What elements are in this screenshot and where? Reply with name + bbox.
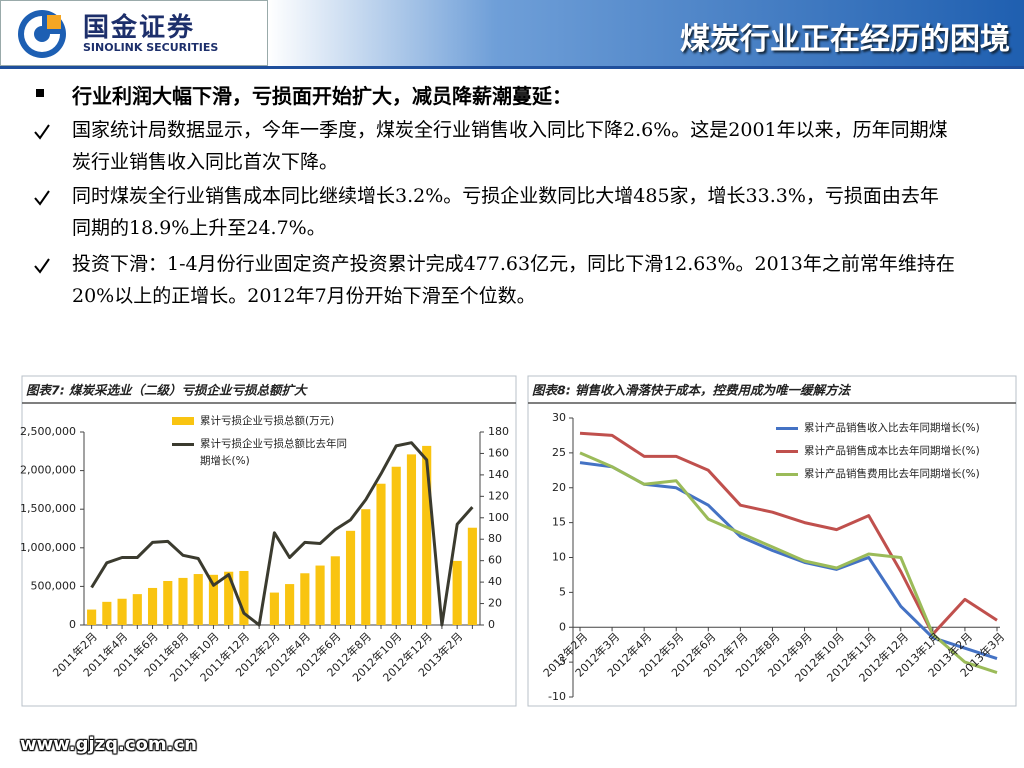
slide-title: 煤炭行业正在经历的困境 xyxy=(680,22,1010,57)
y2-tick-label: 100 xyxy=(488,511,509,524)
y2-tick-label: 60 xyxy=(488,554,502,567)
y2-tick-label: 80 xyxy=(488,532,502,545)
bar xyxy=(300,573,310,625)
y-tick-label: 10 xyxy=(552,551,566,564)
y-tick-label: 2,500,000 xyxy=(20,425,76,438)
y-tick-label: 25 xyxy=(552,446,566,459)
bullet-item: 同时煤炭全行业销售成本同比继续增长3.2%。亏损企业数同比大增485家，增长33… xyxy=(72,185,939,239)
line-series xyxy=(579,451,998,675)
y-tick-label: 2,000,000 xyxy=(20,464,76,477)
legend-label: 累计产品销售收入比去年同期增长(%) xyxy=(804,422,980,434)
y-tick-label: 1,000,000 xyxy=(20,541,76,554)
chart-title: 图表8: 销售收入滑落快于成本，控费用成为唯一缓解方法 xyxy=(532,383,852,398)
legend-entry: 累计亏损企业亏损总额(万元) xyxy=(172,413,347,430)
y-tick-label: 0 xyxy=(559,620,566,633)
legend-entry: 累计产品销售收入比去年同期增长(%) xyxy=(776,420,998,437)
bar xyxy=(224,571,234,625)
legend: 累计产品销售收入比去年同期增长(%) 累计产品销售成本比去年同期增长(%) 累计产品… xyxy=(776,420,998,483)
bar xyxy=(467,527,477,625)
y-tick-label: 0 xyxy=(69,618,76,631)
bar xyxy=(315,565,325,625)
legend-swatch xyxy=(172,417,194,425)
banner: 煤炭行业正在经历的困境 xyxy=(268,0,1024,66)
legend: 累计亏损企业亏损总额(万元) 累计亏损企业亏损总额比去年同期增长(%) xyxy=(172,413,347,470)
bar xyxy=(361,509,371,625)
y-tick-label: 20 xyxy=(552,481,566,494)
bar xyxy=(117,598,127,625)
legend: 累计产品销售收入比去年同期增长(%) 累计产品销售成本比去年同期增长(%) 累计产品… xyxy=(776,420,998,483)
y2-tick-label: 20 xyxy=(488,597,502,610)
bar xyxy=(178,577,188,625)
bar xyxy=(406,454,417,625)
y2-tick-label: 140 xyxy=(488,468,509,481)
bullet-item: 国家统计局数据显示，今年一季度，煤炭全行业销售收入同比下降2.6%。这是2001… xyxy=(72,119,948,173)
bar xyxy=(452,560,462,625)
y-tick-label: 1,500,000 xyxy=(20,502,76,515)
bar xyxy=(376,483,386,625)
legend-swatch xyxy=(776,427,798,430)
bar xyxy=(163,580,173,625)
footer-url: www.gjzq.com.cn xyxy=(20,734,197,755)
legend: 累计亏损企业亏损总额(万元) 累计亏损企业亏损总额比去年同期增长(%) xyxy=(172,413,347,470)
bar xyxy=(147,587,158,625)
y-tick-label: -5 xyxy=(555,655,566,668)
bar xyxy=(193,574,203,625)
header-rule xyxy=(0,66,1024,69)
bar xyxy=(330,556,340,625)
y2-tick-label: 180 xyxy=(488,425,509,438)
bar xyxy=(285,584,295,625)
y2-tick-label: 0 xyxy=(488,618,495,631)
bar xyxy=(132,594,142,625)
chart-frame xyxy=(527,375,1017,707)
y2-tick-label: 40 xyxy=(488,575,502,588)
legend-entry: 累计产品销售成本比去年同期增长(%) xyxy=(776,443,998,460)
bar xyxy=(345,530,356,625)
legend-entry: 累计产品销售费用比去年同期增长(%) xyxy=(776,466,998,483)
y2-tick-label: 120 xyxy=(488,489,509,502)
bullet-item: 投资下滑：1-4月份行业固定资产投资累计完成477.63亿元，同比下滑12.63… xyxy=(72,253,955,307)
check-icon xyxy=(34,190,50,206)
legend-swatch xyxy=(172,443,194,446)
y-tick-label: 5 xyxy=(559,585,566,598)
y-tick-label: 500,000 xyxy=(31,579,77,592)
check-icon xyxy=(34,124,50,140)
logo-en: SINOLINK SECURITIES xyxy=(83,41,219,54)
logo: 国金证券 SINOLINK SECURITIES xyxy=(0,0,268,66)
bar xyxy=(269,592,279,625)
line-series xyxy=(90,441,474,627)
bar xyxy=(422,445,432,625)
y2-tick-label: 160 xyxy=(488,446,509,459)
bar xyxy=(87,609,97,625)
legend-label: 累计产品销售费用比去年同期增长(%) xyxy=(804,468,980,480)
y-tick-label: 15 xyxy=(552,516,566,529)
y-tick-label: 30 xyxy=(552,411,566,424)
chart-frame xyxy=(21,375,517,707)
bar xyxy=(208,574,219,625)
legend-label: 累计产品销售成本比去年同期增长(%) xyxy=(804,445,980,457)
legend-label: 累计亏损企业亏损总额比去年同期增长(%) xyxy=(200,438,347,467)
logo-icon xyxy=(18,10,66,58)
legend-label: 累计亏损企业亏损总额(万元) xyxy=(200,415,335,427)
logo-cn: 国金证券 xyxy=(83,13,196,43)
check-icon xyxy=(34,258,50,274)
chart-title: 图表7: 煤炭采选业（二级）亏损企业亏损总额扩大 xyxy=(26,383,308,398)
legend-swatch xyxy=(776,473,798,476)
bullet-square xyxy=(36,89,44,97)
bar xyxy=(102,601,112,625)
bullet-heading: 行业利润大幅下滑，亏损面开始扩大，减员降薪潮蔓延： xyxy=(72,84,572,108)
legend-entry: 累计亏损企业亏损总额比去年同期增长(%) xyxy=(172,436,347,470)
y-tick-label: -10 xyxy=(548,690,566,703)
legend-swatch xyxy=(776,450,798,453)
bar xyxy=(239,570,249,625)
bar xyxy=(391,466,401,625)
